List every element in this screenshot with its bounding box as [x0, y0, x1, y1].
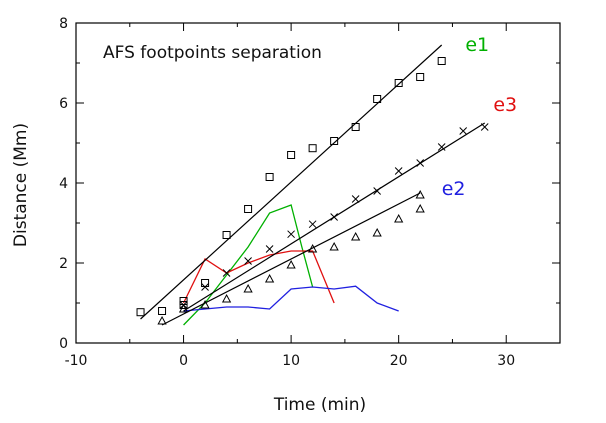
triangle-point — [264, 273, 275, 283]
y-tick-label: 2 — [59, 256, 68, 272]
square-point — [351, 123, 360, 131]
annotation-label: e1 — [465, 34, 489, 56]
triangle-point — [372, 227, 382, 237]
x-tick-label: 30 — [497, 353, 515, 369]
fit-line — [161, 192, 421, 326]
cross-point — [222, 269, 231, 277]
triangle-point — [351, 231, 361, 241]
triangle-point — [243, 283, 253, 293]
chart-title: AFS footpoints separation — [103, 43, 322, 63]
square-point — [265, 173, 274, 181]
triangle-point — [157, 315, 167, 325]
square-point — [373, 95, 382, 103]
triangle-point — [200, 299, 210, 309]
fit-line — [140, 44, 443, 320]
y-axis-label: Distance (Mm) — [11, 123, 31, 247]
square-point — [158, 307, 167, 315]
cross-point — [308, 220, 317, 229]
cross-point — [373, 187, 382, 195]
triangle-point — [329, 241, 339, 251]
square-point — [287, 151, 296, 159]
cross-point — [287, 230, 295, 239]
cross-point — [416, 159, 425, 167]
square-point — [416, 73, 425, 81]
cross-point — [351, 195, 360, 203]
cross-point — [394, 167, 403, 175]
annotation-label: e3 — [493, 94, 517, 116]
cross-point — [201, 283, 209, 291]
triangle-point — [415, 189, 425, 199]
annotations-layer: e1 e3 e2 — [442, 34, 517, 200]
y-tick-label: 8 — [59, 16, 68, 32]
x-tick-label: -10 — [65, 353, 88, 369]
square-point — [394, 79, 403, 87]
x-tick-label: 10 — [282, 353, 300, 369]
triangle-point — [178, 303, 189, 313]
y-tick-label: 0 — [59, 336, 68, 352]
square-point — [179, 301, 188, 309]
triangle-point — [221, 293, 232, 303]
triangle-point — [415, 203, 425, 213]
square-point — [244, 205, 253, 213]
triangle-point — [286, 259, 296, 269]
plot-area — [75, 22, 561, 344]
y-tick-label: 4 — [59, 176, 68, 192]
square-point — [222, 231, 231, 239]
cross-point — [480, 123, 489, 131]
triangle-point — [394, 213, 404, 223]
x-axis: -10 0 10 20 30 — [65, 23, 561, 369]
y-tick-label: 6 — [59, 96, 68, 112]
square-point — [308, 144, 317, 153]
x-tick-label: 0 — [179, 353, 188, 369]
square-point — [136, 308, 145, 317]
square-point — [330, 137, 339, 145]
square-point — [437, 57, 446, 65]
x-axis-label: Time (min) — [273, 395, 366, 415]
cross-point — [459, 127, 468, 135]
triangle-point — [307, 243, 318, 253]
x-tick-label: 20 — [390, 353, 408, 369]
series-curve — [183, 204, 314, 326]
cross-point — [265, 245, 274, 253]
cross-point — [330, 213, 338, 221]
annotation-label: e2 — [442, 178, 466, 200]
cross-point — [244, 257, 252, 265]
markers-layer — [136, 57, 489, 325]
series-curve — [183, 285, 399, 312]
y-axis: 0 2 4 6 8 — [59, 16, 560, 352]
cross-point — [437, 143, 446, 151]
